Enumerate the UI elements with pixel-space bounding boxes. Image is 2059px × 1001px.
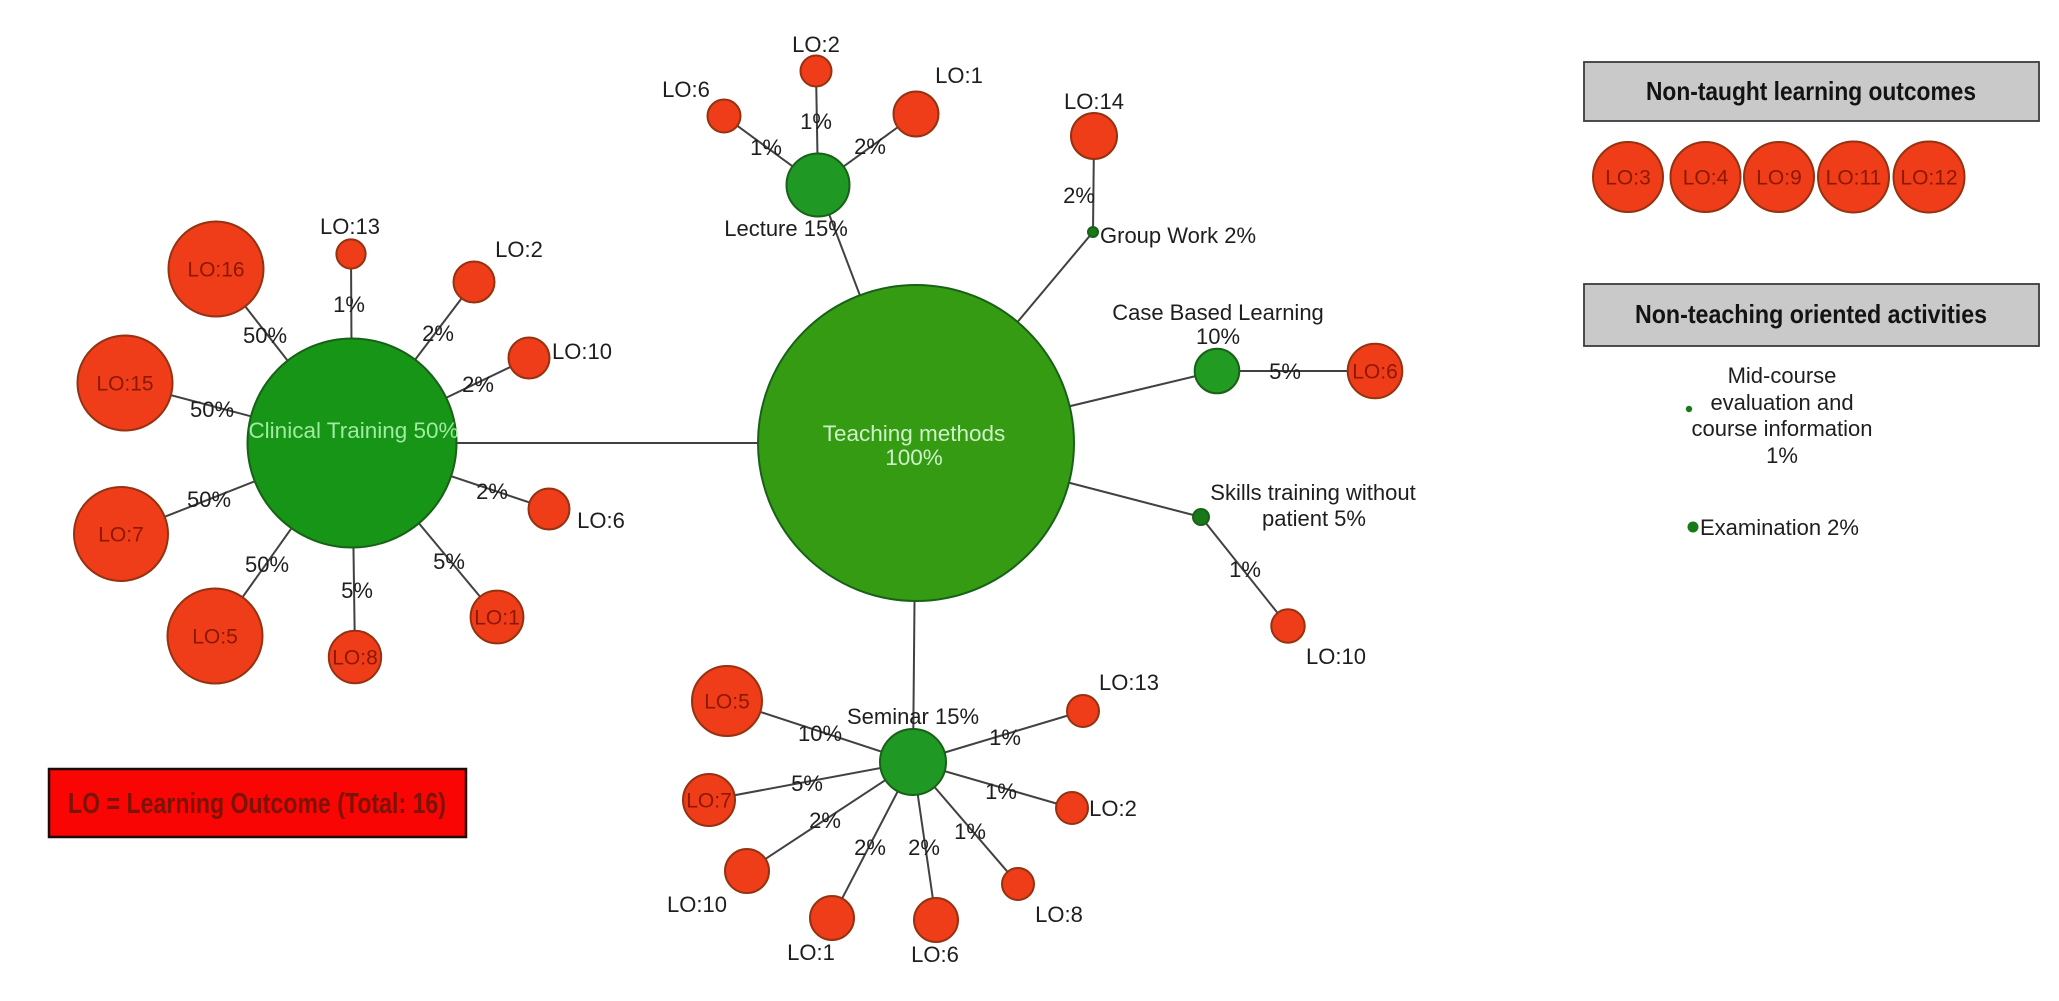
svg-text:2%: 2% <box>1063 183 1095 208</box>
svg-text:2%: 2% <box>854 134 886 159</box>
svg-text:LO:15: LO:15 <box>96 373 153 396</box>
svg-text:LO:1: LO:1 <box>935 63 983 88</box>
svg-text:Non-taught learning outcomes: Non-taught learning outcomes <box>1646 76 1976 106</box>
svg-text:2%: 2% <box>809 808 841 833</box>
svg-text:Skills training without: Skills training without <box>1210 480 1415 505</box>
svg-text:Teaching methods: Teaching methods <box>823 421 1006 446</box>
svg-text:LO:7: LO:7 <box>686 790 732 813</box>
svg-text:2%: 2% <box>462 372 494 397</box>
svg-text:1%: 1% <box>954 819 986 844</box>
svg-text:Non-teaching oriented activiti: Non-teaching oriented activities <box>1635 299 1987 329</box>
svg-text:100%: 100% <box>885 445 943 470</box>
svg-text:1%: 1% <box>750 135 782 160</box>
svg-text:LO:2: LO:2 <box>495 237 543 262</box>
svg-text:2%: 2% <box>476 479 508 504</box>
svg-text:LO:6: LO:6 <box>662 77 710 102</box>
svg-text:5%: 5% <box>791 771 823 796</box>
svg-text:Seminar 15%: Seminar 15% <box>847 704 979 729</box>
svg-text:LO:2: LO:2 <box>792 32 840 57</box>
svg-text:LO:7: LO:7 <box>98 524 144 547</box>
svg-text:2%: 2% <box>908 835 940 860</box>
svg-text:evaluation and: evaluation and <box>1710 390 1853 415</box>
svg-text:1%: 1% <box>1766 443 1798 468</box>
svg-text:10%: 10% <box>1196 324 1240 349</box>
svg-text:LO:12: LO:12 <box>1900 167 1957 190</box>
svg-text:5%: 5% <box>341 578 373 603</box>
svg-text:1%: 1% <box>989 725 1021 750</box>
svg-text:LO = Learning Outcome (Total:: LO = Learning Outcome (Total: 16) <box>68 788 446 820</box>
svg-text:1%: 1% <box>333 292 365 317</box>
svg-text:LO:6: LO:6 <box>577 508 625 533</box>
svg-text:2%: 2% <box>422 321 454 346</box>
svg-text:LO:1: LO:1 <box>787 940 835 965</box>
svg-text:LO:1: LO:1 <box>474 607 520 630</box>
svg-text:Group Work 2%: Group Work 2% <box>1100 223 1256 248</box>
svg-text:LO:5: LO:5 <box>704 691 750 714</box>
svg-text:LO:14: LO:14 <box>1064 89 1124 114</box>
svg-text:course information: course information <box>1692 416 1873 441</box>
svg-text:Examination 2%: Examination 2% <box>1700 515 1859 540</box>
svg-text:50%: 50% <box>187 487 231 512</box>
svg-text:2%: 2% <box>854 835 886 860</box>
svg-text:LO:4: LO:4 <box>1683 167 1729 190</box>
svg-text:LO:3: LO:3 <box>1605 167 1651 190</box>
svg-text:1%: 1% <box>1229 557 1261 582</box>
svg-text:LO:13: LO:13 <box>320 214 380 239</box>
svg-text:LO:13: LO:13 <box>1099 670 1159 695</box>
svg-text:Case Based Learning: Case Based Learning <box>1112 300 1324 325</box>
svg-text:LO:10: LO:10 <box>552 339 612 364</box>
svg-text:LO:11: LO:11 <box>1826 167 1882 190</box>
svg-text:1%: 1% <box>800 109 832 134</box>
svg-text:50%: 50% <box>243 323 287 348</box>
svg-text:Mid-course: Mid-course <box>1728 363 1837 388</box>
svg-text:LO:16: LO:16 <box>187 259 244 282</box>
svg-text:LO:8: LO:8 <box>332 647 378 670</box>
svg-text:LO:5: LO:5 <box>192 626 238 649</box>
svg-text:10%: 10% <box>798 721 842 746</box>
svg-text:LO:2: LO:2 <box>1089 796 1137 821</box>
svg-text:LO:10: LO:10 <box>1306 644 1366 669</box>
svg-text:LO:8: LO:8 <box>1035 902 1083 927</box>
svg-text:5%: 5% <box>1269 359 1301 384</box>
svg-text:Lecture 15%: Lecture 15% <box>724 216 848 241</box>
svg-text:5%: 5% <box>433 549 465 574</box>
svg-text:1%: 1% <box>985 779 1017 804</box>
svg-text:LO:6: LO:6 <box>911 942 959 967</box>
svg-text:50%: 50% <box>245 552 289 577</box>
svg-text:patient 5%: patient 5% <box>1262 506 1366 531</box>
svg-text:LO:9: LO:9 <box>1756 167 1802 190</box>
svg-text:LO:10: LO:10 <box>667 892 727 917</box>
svg-text:Clinical Training 50%: Clinical Training 50% <box>248 418 458 443</box>
svg-text:50%: 50% <box>190 397 234 422</box>
svg-text:LO:6: LO:6 <box>1352 361 1398 384</box>
